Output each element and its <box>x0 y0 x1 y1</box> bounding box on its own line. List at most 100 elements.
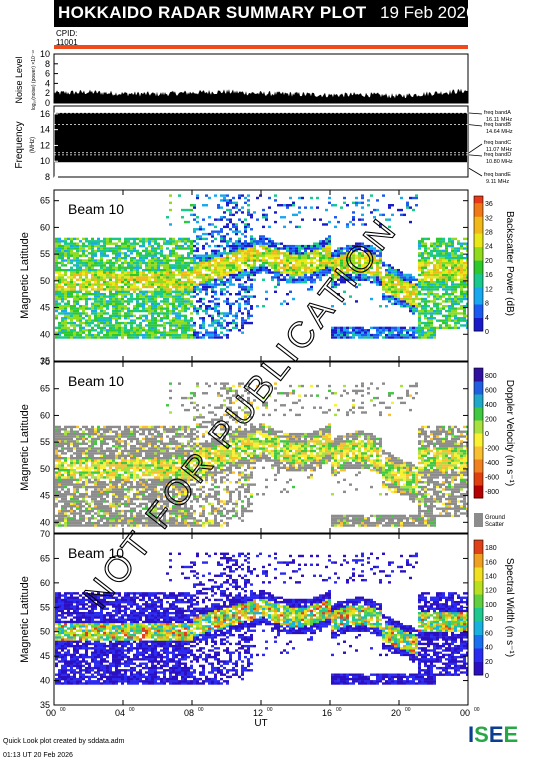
data-cell <box>79 514 82 518</box>
data-cell <box>151 312 154 315</box>
data-cell <box>142 507 145 510</box>
data-cell <box>70 524 73 527</box>
data-cell <box>130 514 133 518</box>
data-cell <box>298 196 301 200</box>
data-cell <box>88 256 91 260</box>
data-cell <box>232 283 235 286</box>
data-cell <box>124 329 127 332</box>
data-cell <box>385 295 388 298</box>
data-cell <box>124 266 127 269</box>
data-cell <box>262 216 265 219</box>
data-cell <box>409 302 412 306</box>
data-cell <box>460 256 463 260</box>
data-cell <box>382 280 385 284</box>
data-cell <box>85 254 88 257</box>
data-cell <box>352 247 355 250</box>
data-cell <box>88 336 91 339</box>
data-cell <box>136 493 139 496</box>
data-cell <box>109 447 112 450</box>
data-cell <box>64 442 67 445</box>
data-cell <box>454 254 457 257</box>
data-cell <box>58 276 61 279</box>
data-cell <box>67 259 70 262</box>
data-cell <box>166 240 169 243</box>
data-cell <box>430 268 433 272</box>
data-cell <box>181 314 184 318</box>
data-cell <box>229 268 232 272</box>
data-cell <box>232 196 235 200</box>
data-cell <box>250 285 253 289</box>
data-cell <box>64 331 67 334</box>
data-cell <box>172 302 175 306</box>
data-cell <box>100 452 103 455</box>
data-cell <box>268 242 271 245</box>
data-cell <box>379 271 382 274</box>
data-cell <box>127 293 130 296</box>
data-cell <box>58 336 61 339</box>
data-cell <box>208 216 211 219</box>
data-cell <box>250 295 253 298</box>
data-cell <box>340 247 343 250</box>
data-cell <box>64 490 67 494</box>
data-cell <box>442 307 445 310</box>
data-cell <box>319 266 322 269</box>
data-cell <box>79 505 82 508</box>
data-cell <box>253 211 256 214</box>
data-cell <box>295 278 298 281</box>
data-cell <box>430 280 433 284</box>
data-cell <box>64 478 67 482</box>
data-cell <box>97 476 100 479</box>
data-cell <box>247 278 250 281</box>
data-cell <box>403 326 406 330</box>
data-cell <box>346 247 349 250</box>
data-cell <box>313 268 316 272</box>
data-cell <box>445 264 448 267</box>
data-cell <box>397 273 400 277</box>
data-cell <box>64 336 67 339</box>
data-cell <box>337 261 340 265</box>
data-cell <box>184 333 187 337</box>
data-cell <box>187 256 190 260</box>
data-cell <box>118 514 121 518</box>
data-cell <box>109 490 112 494</box>
data-cell <box>409 290 412 293</box>
data-cell <box>91 500 94 503</box>
data-cell <box>139 481 142 484</box>
data-cell <box>127 302 130 306</box>
data-cell <box>400 336 403 339</box>
data-cell <box>316 271 319 274</box>
data-cell <box>217 305 220 308</box>
data-cells <box>55 382 468 527</box>
data-cell <box>109 266 112 269</box>
data-cell <box>94 478 97 482</box>
data-cell <box>223 252 226 255</box>
data-cell <box>61 435 64 438</box>
data-cell <box>109 478 112 482</box>
data-cell <box>115 466 118 470</box>
data-cell <box>70 473 73 477</box>
data-cell <box>259 268 262 272</box>
data-cell <box>316 244 319 248</box>
data-cell <box>124 505 127 508</box>
data-cell <box>415 283 418 286</box>
data-cell <box>64 481 67 484</box>
data-cell <box>415 329 418 332</box>
data-cell <box>406 283 409 286</box>
data-cell <box>238 244 241 248</box>
data-cell <box>229 293 232 296</box>
data-cell <box>205 254 208 257</box>
data-cell <box>184 256 187 260</box>
data-cell <box>439 312 442 315</box>
data-cell <box>58 509 61 513</box>
data-cell <box>100 483 103 486</box>
data-cell <box>415 290 418 293</box>
data-cell <box>226 329 229 332</box>
data-cell <box>436 312 439 315</box>
data-cell <box>73 309 76 313</box>
data-cell <box>61 517 64 520</box>
data-cell <box>97 452 100 455</box>
data-cell <box>94 495 97 498</box>
data-cell <box>148 478 151 482</box>
data-cell <box>358 326 361 330</box>
data-cell <box>73 521 76 525</box>
